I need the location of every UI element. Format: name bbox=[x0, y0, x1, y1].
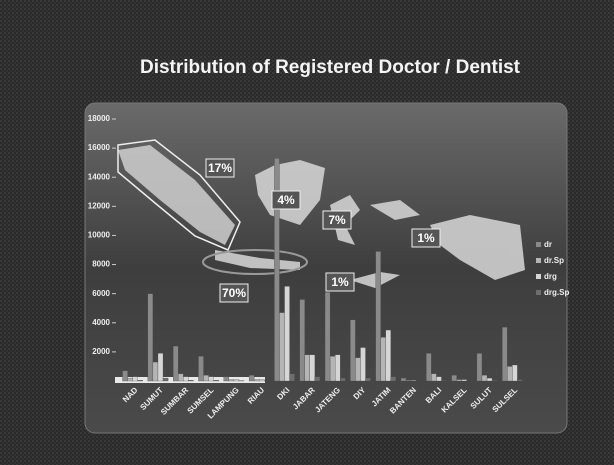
annotation-box bbox=[205, 158, 235, 178]
y-tick-label: 10000 bbox=[88, 231, 111, 240]
map bbox=[118, 145, 525, 288]
legend-swatch bbox=[536, 290, 541, 295]
y-tick-label: 14000 bbox=[88, 172, 111, 181]
y-tick-label: 12000 bbox=[88, 201, 111, 210]
y-tick-label: 16000 bbox=[88, 143, 111, 152]
legend-label: dr bbox=[544, 240, 552, 249]
bar bbox=[350, 319, 356, 382]
bar bbox=[375, 251, 381, 382]
bar bbox=[152, 361, 159, 382]
bar bbox=[456, 379, 462, 382]
bar bbox=[451, 375, 457, 382]
annotation-box bbox=[219, 283, 249, 303]
bar bbox=[289, 373, 295, 382]
bar bbox=[309, 354, 316, 382]
bar bbox=[132, 376, 138, 382]
annotation-box bbox=[271, 190, 301, 210]
bar bbox=[314, 376, 321, 382]
bar bbox=[162, 377, 169, 382]
bar bbox=[137, 380, 143, 382]
legend-label: dr.Sp bbox=[544, 256, 564, 265]
bar bbox=[259, 379, 265, 382]
bar bbox=[173, 345, 179, 382]
bar bbox=[486, 377, 493, 382]
bar bbox=[248, 375, 255, 382]
chart-panel bbox=[84, 102, 568, 434]
y-tick-label: 6000 bbox=[92, 289, 110, 298]
bar bbox=[274, 158, 280, 382]
bar bbox=[228, 379, 235, 382]
bar bbox=[431, 373, 437, 382]
legend-label: drg bbox=[544, 272, 557, 281]
bar bbox=[461, 379, 467, 382]
bar bbox=[279, 312, 285, 382]
bar bbox=[329, 356, 336, 382]
bar bbox=[491, 380, 498, 382]
annotation: 4% bbox=[277, 193, 295, 207]
annotation-box bbox=[325, 272, 355, 292]
legend-label: drg.Sp bbox=[544, 288, 569, 297]
bar bbox=[481, 375, 488, 382]
bar bbox=[340, 377, 346, 382]
bar bbox=[436, 376, 442, 382]
bar bbox=[304, 354, 310, 382]
bar bbox=[254, 379, 260, 382]
bar bbox=[284, 286, 290, 382]
y-tick-label: 8000 bbox=[92, 260, 110, 269]
bar bbox=[400, 377, 407, 382]
bar bbox=[147, 293, 154, 382]
bar bbox=[507, 366, 513, 382]
legend-swatch bbox=[536, 274, 541, 279]
annotation: 70% bbox=[222, 286, 246, 300]
annotation-box bbox=[411, 228, 441, 248]
legend-swatch bbox=[536, 242, 541, 247]
bar bbox=[380, 337, 386, 382]
bar bbox=[426, 353, 432, 382]
annotation: 1% bbox=[417, 231, 435, 245]
legend-swatch bbox=[536, 258, 541, 263]
region-outline bbox=[117, 139, 241, 251]
y-tick-label: 18000 bbox=[88, 114, 111, 123]
bar bbox=[299, 299, 305, 382]
bar bbox=[213, 380, 219, 382]
bar bbox=[355, 357, 361, 382]
axis-floor bbox=[115, 377, 265, 383]
y-tick-label: 2000 bbox=[92, 347, 110, 356]
region-outline bbox=[202, 249, 308, 275]
bar bbox=[441, 380, 447, 382]
bar bbox=[476, 353, 483, 382]
bar bbox=[502, 326, 508, 382]
bar bbox=[360, 347, 366, 382]
bar bbox=[183, 376, 189, 382]
bar bbox=[223, 376, 229, 382]
bar bbox=[365, 377, 371, 382]
bar bbox=[203, 375, 209, 382]
bar bbox=[127, 377, 133, 382]
bar bbox=[405, 380, 412, 382]
y-tick-label: 4000 bbox=[92, 318, 110, 327]
bar bbox=[157, 353, 164, 382]
annotation: 17% bbox=[208, 161, 232, 175]
bar bbox=[385, 329, 391, 382]
bar bbox=[122, 370, 128, 382]
bar bbox=[335, 354, 341, 382]
bar bbox=[512, 364, 518, 382]
bar bbox=[324, 292, 331, 382]
bar bbox=[233, 379, 240, 382]
bar bbox=[517, 379, 523, 382]
bar bbox=[390, 376, 397, 382]
annotation-box bbox=[322, 210, 352, 230]
bar bbox=[178, 373, 184, 382]
annotation: 1% bbox=[331, 275, 349, 289]
annotation: 7% bbox=[328, 213, 346, 227]
bar bbox=[208, 376, 214, 382]
chart-title: Distribution of Registered Doctor / Dent… bbox=[140, 57, 521, 78]
bar bbox=[198, 356, 204, 382]
bar bbox=[188, 380, 194, 382]
bar bbox=[410, 380, 417, 382]
